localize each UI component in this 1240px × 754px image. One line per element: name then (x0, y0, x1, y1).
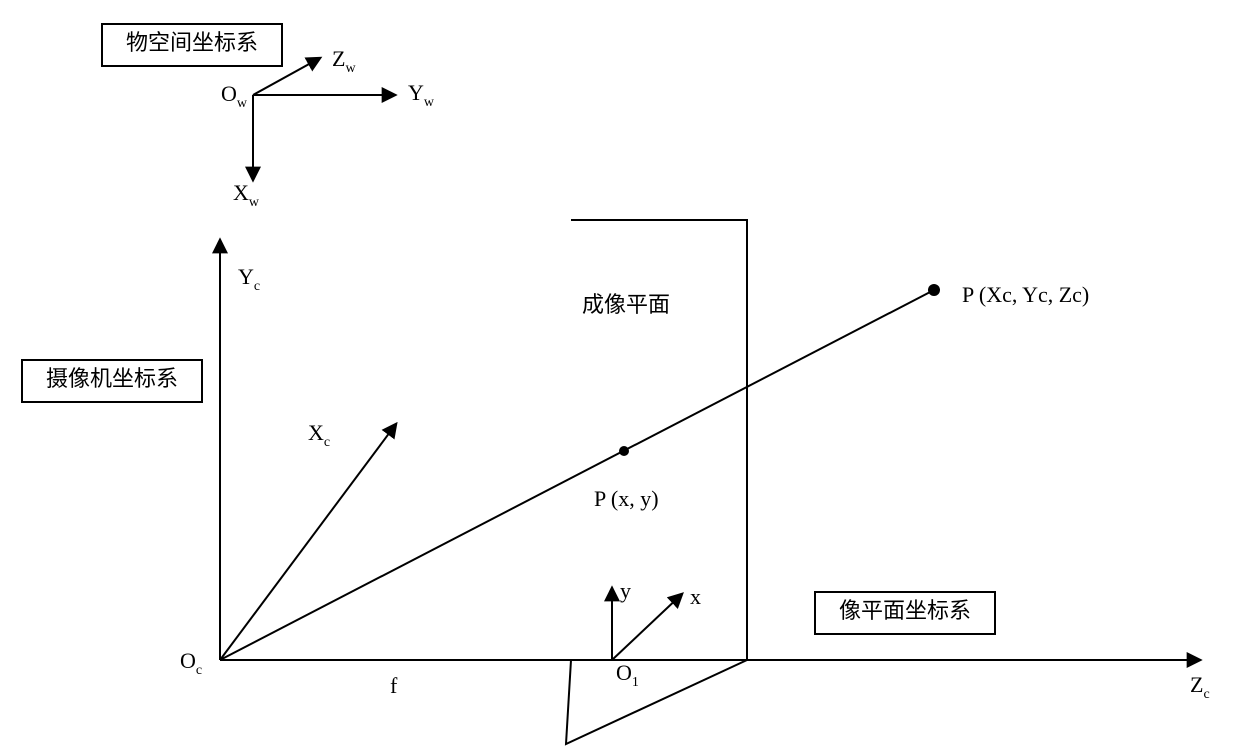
camera-x-label: Xc (308, 420, 330, 450)
camera-z-label: Zc (1190, 672, 1210, 702)
image-origin-label: O1 (616, 660, 639, 690)
camera-x-axis (220, 424, 396, 660)
camera-origin-label: Oc (180, 648, 202, 678)
point-p-world (928, 284, 940, 296)
image-plane-coord-box-label: 像平面坐标系 (839, 598, 971, 623)
image-plane-title: 成像平面 (582, 292, 670, 317)
image-y-label: y (620, 578, 631, 603)
point-p-image-label: P (x, y) (594, 486, 659, 511)
point-p-image (619, 446, 629, 456)
camera-coord-box-label: 摄像机坐标系 (46, 366, 178, 391)
diagram-canvas: 物空间坐标系 Zw Yw Xw Ow 摄像机坐标系 成像平面像平面坐标系 Yc Xc Zc Oc f y… (0, 0, 1240, 754)
world-origin-label: Ow (221, 81, 248, 111)
world-coord-box-label: 物空间坐标系 (126, 30, 258, 55)
image-x-axis (612, 594, 682, 660)
world-z-label: Zw (332, 46, 356, 76)
point-p-world-label: P (Xc, Yc, Zc) (962, 282, 1089, 307)
world-y-label: Yw (408, 80, 435, 110)
world-x-label: Xw (233, 180, 260, 210)
focal-length-label: f (390, 673, 398, 698)
camera-y-label: Yc (238, 264, 260, 294)
image-x-label: x (690, 584, 701, 609)
